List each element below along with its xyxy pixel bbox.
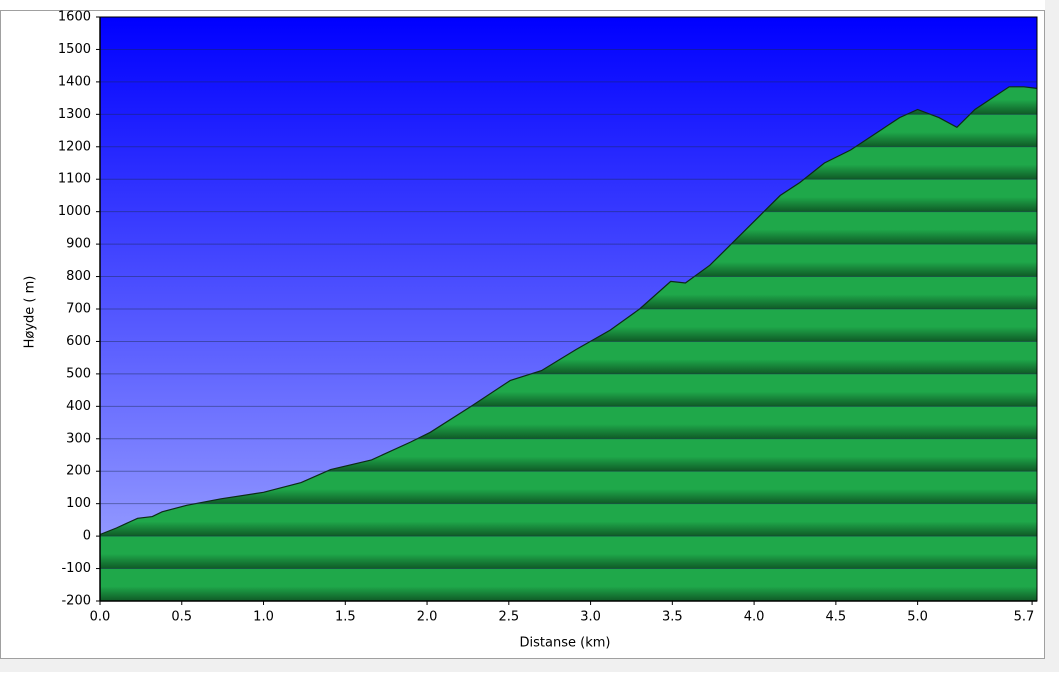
x-tick-label: 3.0: [580, 610, 601, 625]
area-band: [100, 568, 1037, 601]
x-tick-label: 1.0: [253, 610, 274, 625]
area-band: [100, 536, 1037, 569]
x-axis-label: Distanse (km): [520, 636, 611, 651]
x-tick-label: 3.5: [662, 610, 683, 625]
y-tick-label: 900: [66, 237, 91, 252]
x-tick-label: 2.5: [498, 610, 519, 625]
status-bar: [0, 659, 1059, 672]
x-tick-label: 0.5: [171, 610, 192, 625]
y-tick-label: -100: [61, 561, 91, 576]
area-line: [99, 86, 1038, 536]
x-tick-label: 4.5: [826, 610, 847, 625]
x-tick-label: 0.0: [90, 610, 111, 625]
plot-border: [99, 16, 1038, 602]
y-tick-label: 1400: [58, 74, 91, 89]
x-tick-label: 1.5: [335, 610, 356, 625]
y-tick-label: 1000: [58, 204, 91, 219]
y-tick-label: 100: [66, 496, 91, 511]
y-tick-label: 400: [66, 399, 91, 414]
y-tick-label: -200: [61, 594, 91, 609]
y-tick-label: 200: [66, 464, 91, 479]
area-band: [100, 503, 1037, 537]
y-tick-label: 600: [66, 334, 91, 349]
y-tick-label: 800: [66, 269, 91, 284]
x-tick-label: 5.0: [907, 610, 928, 625]
scrollbar-gutter: [1045, 0, 1059, 672]
y-tick-label: 1200: [58, 139, 91, 154]
x-tick-label: 4.0: [744, 610, 765, 625]
y-tick-label: 1300: [58, 107, 91, 122]
y-tick-label: 0: [83, 529, 91, 544]
y-tick-label: 700: [66, 302, 91, 317]
y-axis-label: Høyde ( m): [23, 276, 38, 349]
x-tick-label: 5.7: [1014, 610, 1035, 625]
y-tick-label: 1500: [58, 42, 91, 57]
x-tick-label: 2.0: [417, 610, 438, 625]
y-tick-label: 1600: [58, 10, 91, 25]
frame: [0, 10, 1045, 659]
y-tick-label: 1100: [58, 172, 91, 187]
y-tick-label: 300: [66, 431, 91, 446]
y-tick-label: 500: [66, 366, 91, 381]
